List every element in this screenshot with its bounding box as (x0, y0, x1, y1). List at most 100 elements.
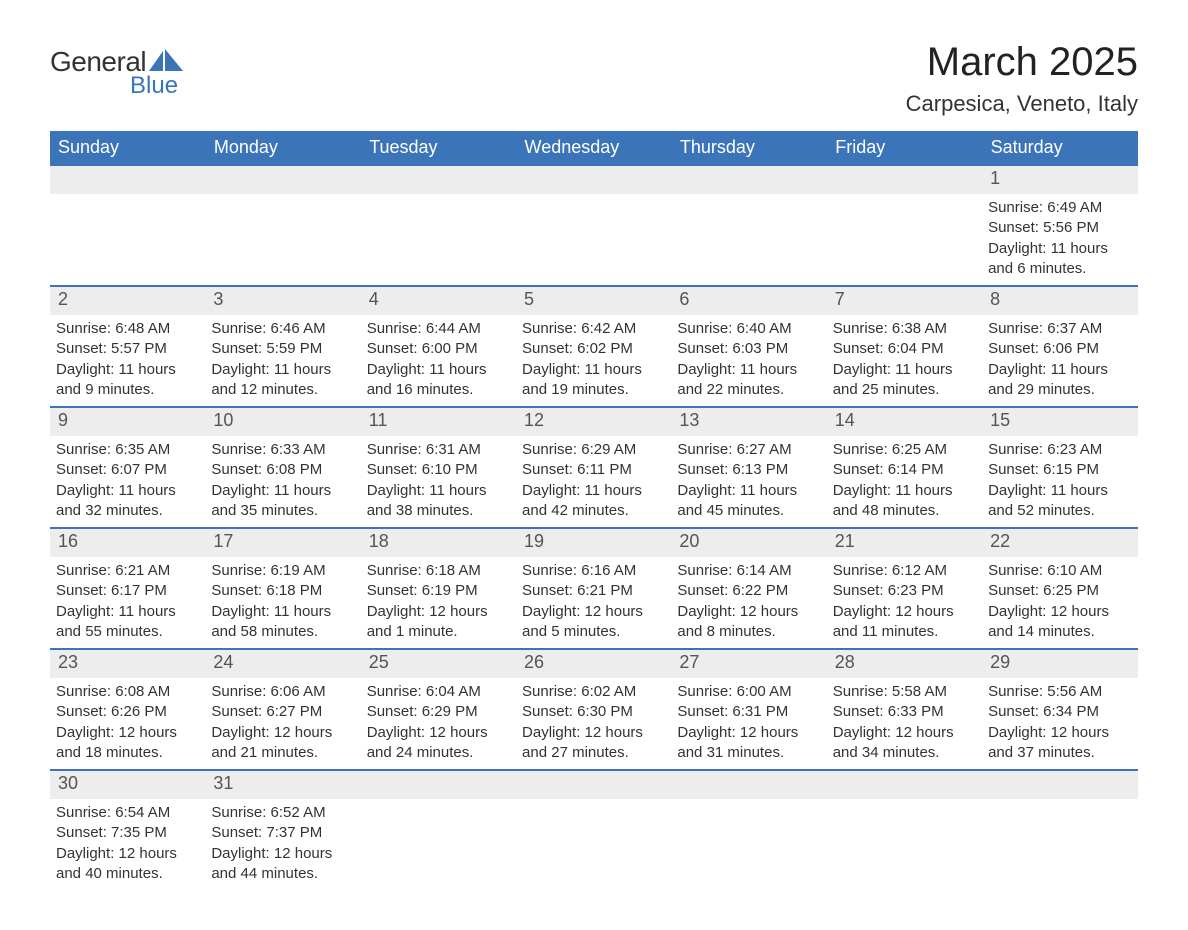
day-data-cell: Sunrise: 6:44 AMSunset: 6:00 PMDaylight:… (361, 315, 516, 407)
day-number: 6 (679, 289, 689, 309)
daylight-text: Daylight: 11 hours and 32 minutes. (56, 481, 199, 522)
day-data-cell: Sunrise: 5:56 AMSunset: 6:34 PMDaylight:… (982, 678, 1137, 770)
data-row: Sunrise: 6:21 AMSunset: 6:17 PMDaylight:… (50, 557, 1138, 649)
sunrise-text: Sunrise: 6:44 AM (367, 319, 510, 339)
sunrise-text: Sunrise: 6:38 AM (833, 319, 976, 339)
daylight-text: Daylight: 12 hours and 8 minutes. (677, 602, 820, 643)
sunrise-text: Sunrise: 6:21 AM (56, 561, 199, 581)
day-number: 7 (835, 289, 845, 309)
day-number-cell: 1 (982, 165, 1137, 194)
day-data-cell (671, 194, 826, 286)
day-data-cell (516, 799, 671, 890)
sunset-text: Sunset: 6:31 PM (677, 702, 820, 722)
daylight-text: Daylight: 11 hours and 29 minutes. (988, 360, 1131, 401)
day-data-cell: Sunrise: 6:40 AMSunset: 6:03 PMDaylight:… (671, 315, 826, 407)
day-number-cell (827, 770, 982, 799)
sunrise-text: Sunrise: 6:14 AM (677, 561, 820, 581)
daylight-text: Daylight: 11 hours and 35 minutes. (211, 481, 354, 522)
day-number: 20 (679, 531, 699, 551)
daylight-text: Daylight: 12 hours and 14 minutes. (988, 602, 1131, 643)
daylight-text: Daylight: 11 hours and 19 minutes. (522, 360, 665, 401)
sunrise-text: Sunrise: 6:54 AM (56, 803, 199, 823)
header: General Blue March 2025 Carpesica, Venet… (50, 40, 1138, 117)
day-number: 13 (679, 410, 699, 430)
sunrise-text: Sunrise: 6:35 AM (56, 440, 199, 460)
day-data-cell: Sunrise: 6:49 AMSunset: 5:56 PMDaylight:… (982, 194, 1137, 286)
sunset-text: Sunset: 6:03 PM (677, 339, 820, 359)
sunrise-text: Sunrise: 6:42 AM (522, 319, 665, 339)
daylight-text: Daylight: 11 hours and 42 minutes. (522, 481, 665, 522)
daylight-text: Daylight: 12 hours and 31 minutes. (677, 723, 820, 764)
day-number-cell: 4 (361, 286, 516, 315)
sunset-text: Sunset: 6:26 PM (56, 702, 199, 722)
sunset-text: Sunset: 6:29 PM (367, 702, 510, 722)
day-number: 28 (835, 652, 855, 672)
day-data-cell: Sunrise: 6:48 AMSunset: 5:57 PMDaylight:… (50, 315, 205, 407)
day-number: 19 (524, 531, 544, 551)
sunrise-text: Sunrise: 6:04 AM (367, 682, 510, 702)
day-number-cell: 23 (50, 649, 205, 678)
daynum-row: 9101112131415 (50, 407, 1138, 436)
sunrise-text: Sunrise: 6:37 AM (988, 319, 1131, 339)
sunrise-text: Sunrise: 6:00 AM (677, 682, 820, 702)
day-data-cell: Sunrise: 6:38 AMSunset: 6:04 PMDaylight:… (827, 315, 982, 407)
day-data-cell: Sunrise: 6:06 AMSunset: 6:27 PMDaylight:… (205, 678, 360, 770)
day-number: 10 (213, 410, 233, 430)
sunset-text: Sunset: 6:34 PM (988, 702, 1131, 722)
daylight-text: Daylight: 12 hours and 40 minutes. (56, 844, 199, 885)
sunset-text: Sunset: 6:00 PM (367, 339, 510, 359)
sunrise-text: Sunrise: 6:19 AM (211, 561, 354, 581)
sunset-text: Sunset: 5:56 PM (988, 218, 1131, 238)
sunset-text: Sunset: 5:59 PM (211, 339, 354, 359)
sunset-text: Sunset: 6:22 PM (677, 581, 820, 601)
day-number-cell: 11 (361, 407, 516, 436)
day-number-cell: 8 (982, 286, 1137, 315)
day-data-cell: Sunrise: 6:08 AMSunset: 6:26 PMDaylight:… (50, 678, 205, 770)
sunset-text: Sunset: 6:33 PM (833, 702, 976, 722)
daylight-text: Daylight: 11 hours and 55 minutes. (56, 602, 199, 643)
day-data-cell: Sunrise: 5:58 AMSunset: 6:33 PMDaylight:… (827, 678, 982, 770)
daylight-text: Daylight: 11 hours and 25 minutes. (833, 360, 976, 401)
daynum-row: 2345678 (50, 286, 1138, 315)
day-number-cell (982, 770, 1137, 799)
daylight-text: Daylight: 12 hours and 21 minutes. (211, 723, 354, 764)
day-number-cell: 17 (205, 528, 360, 557)
day-data-cell: Sunrise: 6:12 AMSunset: 6:23 PMDaylight:… (827, 557, 982, 649)
sunset-text: Sunset: 6:02 PM (522, 339, 665, 359)
daylight-text: Daylight: 11 hours and 58 minutes. (211, 602, 354, 643)
daynum-row: 23242526272829 (50, 649, 1138, 678)
day-number: 21 (835, 531, 855, 551)
day-number: 4 (369, 289, 379, 309)
daylight-text: Daylight: 12 hours and 24 minutes. (367, 723, 510, 764)
day-data-cell: Sunrise: 6:46 AMSunset: 5:59 PMDaylight:… (205, 315, 360, 407)
sunrise-text: Sunrise: 6:06 AM (211, 682, 354, 702)
data-row: Sunrise: 6:49 AMSunset: 5:56 PMDaylight:… (50, 194, 1138, 286)
weekday-header: Monday (205, 131, 360, 165)
sunrise-text: Sunrise: 6:29 AM (522, 440, 665, 460)
day-number-cell: 25 (361, 649, 516, 678)
day-number-cell: 5 (516, 286, 671, 315)
sunset-text: Sunset: 5:57 PM (56, 339, 199, 359)
month-title: March 2025 (906, 40, 1138, 85)
sunset-text: Sunset: 7:37 PM (211, 823, 354, 843)
day-data-cell: Sunrise: 6:02 AMSunset: 6:30 PMDaylight:… (516, 678, 671, 770)
day-number-cell: 18 (361, 528, 516, 557)
day-number-cell (827, 165, 982, 194)
daylight-text: Daylight: 11 hours and 22 minutes. (677, 360, 820, 401)
day-data-cell (50, 194, 205, 286)
day-data-cell (361, 799, 516, 890)
day-data-cell: Sunrise: 6:14 AMSunset: 6:22 PMDaylight:… (671, 557, 826, 649)
day-number-cell (671, 770, 826, 799)
day-data-cell (982, 799, 1137, 890)
location: Carpesica, Veneto, Italy (906, 91, 1138, 117)
sunrise-text: Sunrise: 6:18 AM (367, 561, 510, 581)
sunrise-text: Sunrise: 6:46 AM (211, 319, 354, 339)
day-number: 26 (524, 652, 544, 672)
daylight-text: Daylight: 11 hours and 38 minutes. (367, 481, 510, 522)
daylight-text: Daylight: 12 hours and 34 minutes. (833, 723, 976, 764)
data-row: Sunrise: 6:35 AMSunset: 6:07 PMDaylight:… (50, 436, 1138, 528)
day-number-cell: 3 (205, 286, 360, 315)
day-data-cell: Sunrise: 6:37 AMSunset: 6:06 PMDaylight:… (982, 315, 1137, 407)
day-number: 15 (990, 410, 1010, 430)
logo-text-blue: Blue (130, 72, 183, 100)
